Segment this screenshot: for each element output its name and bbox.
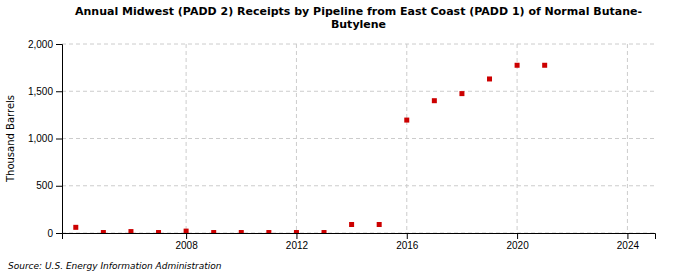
point [459, 91, 464, 96]
x-tick-label: 2024 [617, 240, 640, 251]
x-tick-label: 2012 [286, 240, 309, 251]
x-tick: 2012 [286, 233, 309, 251]
y-tick-label: 1,000 [28, 133, 53, 144]
title: Annual Midwest (PADD 2) Receipts by Pipe… [75, 5, 642, 31]
point [266, 230, 271, 233]
grid-line-x [517, 44, 518, 233]
grid-line-y [62, 185, 655, 186]
grid-line-y [62, 138, 655, 139]
title-line: Butylene [331, 18, 386, 31]
point [542, 63, 547, 68]
point [349, 222, 354, 227]
grid [62, 44, 655, 233]
x-tick-mark [517, 233, 518, 239]
x-tick-mark [627, 233, 628, 239]
y-tick: 500 [36, 180, 62, 191]
y-tick: 0 [47, 228, 62, 239]
point [156, 230, 161, 233]
y-tick-mark [56, 139, 62, 140]
y-tick-mark [56, 91, 62, 92]
x-tick-mark [186, 233, 187, 239]
grid-line-y [62, 91, 655, 92]
point [515, 63, 520, 68]
y-tick-label: 1,500 [28, 86, 53, 97]
point [101, 230, 106, 233]
x-tick-mark [407, 233, 408, 239]
y-axis-line [56, 45, 63, 234]
point [211, 230, 216, 233]
point [239, 230, 244, 233]
point [377, 222, 382, 227]
x-tick: 2020 [506, 233, 529, 251]
y-tick-mark [56, 186, 62, 187]
point [184, 229, 189, 233]
x-tick-label: 2016 [396, 240, 419, 251]
y-tick-label: 2,000 [28, 39, 53, 50]
x-tick-label: 2020 [506, 240, 529, 251]
point [128, 229, 133, 233]
x-axis-line [63, 234, 656, 240]
point [73, 225, 78, 230]
grid-line-x [406, 44, 407, 233]
y-axis-title: Thousand Barrels [5, 95, 16, 183]
grid-line-x [296, 44, 297, 233]
x-tick: 2008 [175, 233, 198, 251]
y-tick-label: 0 [47, 228, 53, 239]
point [404, 118, 409, 123]
point [432, 98, 437, 103]
y-tick-mark [56, 44, 62, 45]
y-tick: 1,000 [28, 133, 62, 144]
x-axis: 2008 2012 2016 2020 2024 [63, 233, 656, 251]
chart: 2008 2012 2016 2020 2024 0 500 1,000 1,500 2,000 A… [0, 0, 675, 275]
x-tick: 2024 [617, 233, 640, 251]
grid-line-y [62, 44, 655, 45]
point [322, 230, 327, 233]
point [294, 230, 299, 233]
x-tick: 2016 [396, 233, 419, 251]
point [487, 76, 492, 81]
grid-line-x [627, 44, 628, 233]
y-tick-label: 500 [36, 180, 53, 191]
grid-line-x [186, 44, 187, 233]
points [73, 63, 547, 233]
y-axis: 0 500 1,000 1,500 2,000 [28, 39, 63, 239]
x-tick-mark [296, 233, 297, 239]
y-tick: 1,500 [28, 86, 62, 97]
plot: 2008 2012 2016 2020 2024 0 500 1,000 1,500 2,000 [28, 39, 656, 251]
y-tick-mark [56, 233, 62, 234]
y-tick: 2,000 [28, 39, 62, 50]
title-line: Annual Midwest (PADD 2) Receipts by Pipe… [75, 5, 642, 18]
x-tick-label: 2008 [175, 240, 198, 251]
source: Source: U.S. Energy Information Administ… [8, 261, 222, 271]
